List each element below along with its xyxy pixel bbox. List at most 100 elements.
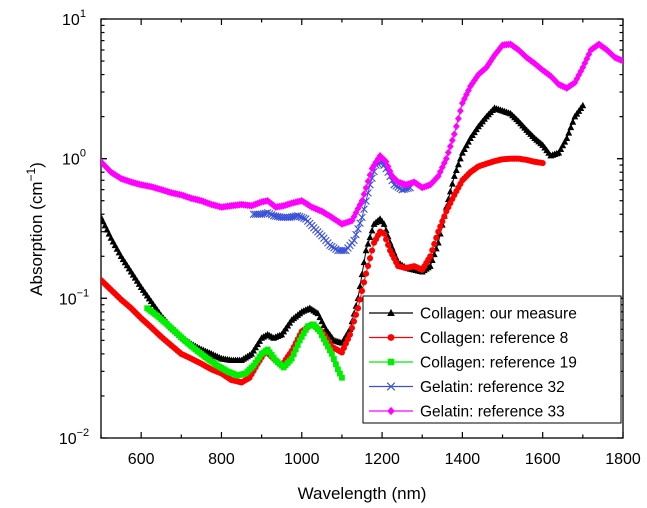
data-point (579, 63, 587, 72)
y-tick-label: 100 (62, 148, 86, 169)
x-tick-label: 1400 (445, 451, 481, 468)
data-point (432, 174, 440, 183)
data-point (263, 208, 272, 217)
data-point (362, 184, 370, 192)
legend-label: Collagen: reference 19 (420, 355, 577, 372)
data-point (452, 122, 460, 131)
data-point (374, 155, 382, 163)
data-point (485, 60, 492, 69)
data-point (450, 172, 458, 179)
data-point (387, 406, 395, 416)
data-point (360, 190, 368, 199)
data-point (386, 382, 396, 391)
y-axis-label-sup: −1 (24, 168, 38, 182)
series-layer (101, 40, 623, 386)
data-point (380, 220, 388, 227)
data-point (354, 225, 362, 233)
data-point (337, 370, 343, 377)
data-point (585, 50, 593, 59)
data-point (427, 253, 434, 260)
legend: Collagen: our measure Collagen: reference… (362, 295, 622, 424)
data-point (429, 247, 436, 254)
data-point (368, 247, 376, 254)
data-point (444, 148, 452, 157)
x-axis-label: Wavelength (nm) (298, 484, 427, 503)
data-point (426, 262, 434, 269)
plot-frame (100, 18, 624, 439)
data-point (463, 141, 470, 149)
y-axis-label: Absorption (cm−1) (24, 162, 46, 296)
data-point (298, 333, 305, 340)
data-point (442, 154, 450, 163)
series-5 (101, 40, 623, 228)
data-point (539, 160, 546, 167)
x-tick-label: 1800 (605, 451, 641, 468)
data-point (458, 149, 466, 156)
data-point (362, 270, 370, 277)
y-tick-exponent: 0 (80, 148, 86, 160)
x-axis-ticks: 600 800 1000 1200 1400 1600 1800 (100, 19, 641, 468)
data-point (567, 123, 575, 131)
legend-item: Collagen: our measure (369, 306, 577, 323)
y-tick-label: 10−1 (59, 287, 89, 308)
data-point (288, 355, 295, 362)
y-tick-exponent: −2 (77, 427, 90, 439)
data-point (254, 356, 261, 363)
data-point (250, 362, 257, 369)
legend-item: Gelatin: reference 33 (369, 404, 565, 421)
data-point (352, 311, 360, 318)
data-point (565, 129, 573, 136)
data-point (456, 107, 464, 115)
data-point (448, 136, 456, 144)
data-point (101, 162, 109, 170)
data-point (322, 339, 329, 346)
data-point (364, 240, 372, 247)
series-line (146, 307, 343, 378)
data-point (387, 334, 395, 341)
y-tick-base: 10 (59, 431, 77, 448)
data-point (105, 166, 113, 174)
y-tick-label: 10−2 (59, 427, 89, 448)
legend-label: Collagen: our measure (420, 306, 577, 323)
data-point (555, 149, 563, 156)
data-point (456, 154, 464, 162)
data-point (358, 287, 366, 295)
data-point (294, 342, 301, 348)
data-point (364, 177, 372, 186)
data-point (454, 160, 462, 168)
data-point (340, 246, 348, 255)
data-point (356, 219, 364, 227)
data-point (454, 114, 462, 123)
data-point (619, 57, 623, 65)
data-point (483, 63, 490, 72)
data-point (561, 138, 569, 145)
data-point (465, 138, 472, 145)
x-tick-label: 600 (128, 451, 155, 468)
y-tick-base: 10 (62, 152, 80, 169)
data-point (370, 161, 378, 170)
data-point (293, 211, 302, 220)
data-point (515, 46, 522, 54)
data-point (366, 233, 374, 241)
y-tick-label: 101 (62, 8, 86, 29)
data-point (493, 48, 500, 57)
data-point (350, 236, 358, 245)
data-point (383, 236, 390, 243)
data-point (577, 67, 585, 75)
data-point (435, 228, 442, 235)
data-point (446, 142, 454, 151)
x-tick-label: 1200 (364, 451, 400, 468)
data-point (452, 166, 460, 174)
data-point (358, 213, 366, 222)
data-point (495, 46, 502, 54)
data-point (350, 212, 358, 221)
data-point (360, 279, 368, 286)
data-point (267, 210, 276, 219)
data-point (299, 214, 308, 222)
data-point (352, 230, 360, 239)
data-point (579, 101, 587, 109)
data-point (481, 65, 488, 73)
legend-item: Gelatin: reference 32 (369, 379, 565, 396)
data-point (316, 328, 323, 335)
data-point (252, 359, 259, 366)
